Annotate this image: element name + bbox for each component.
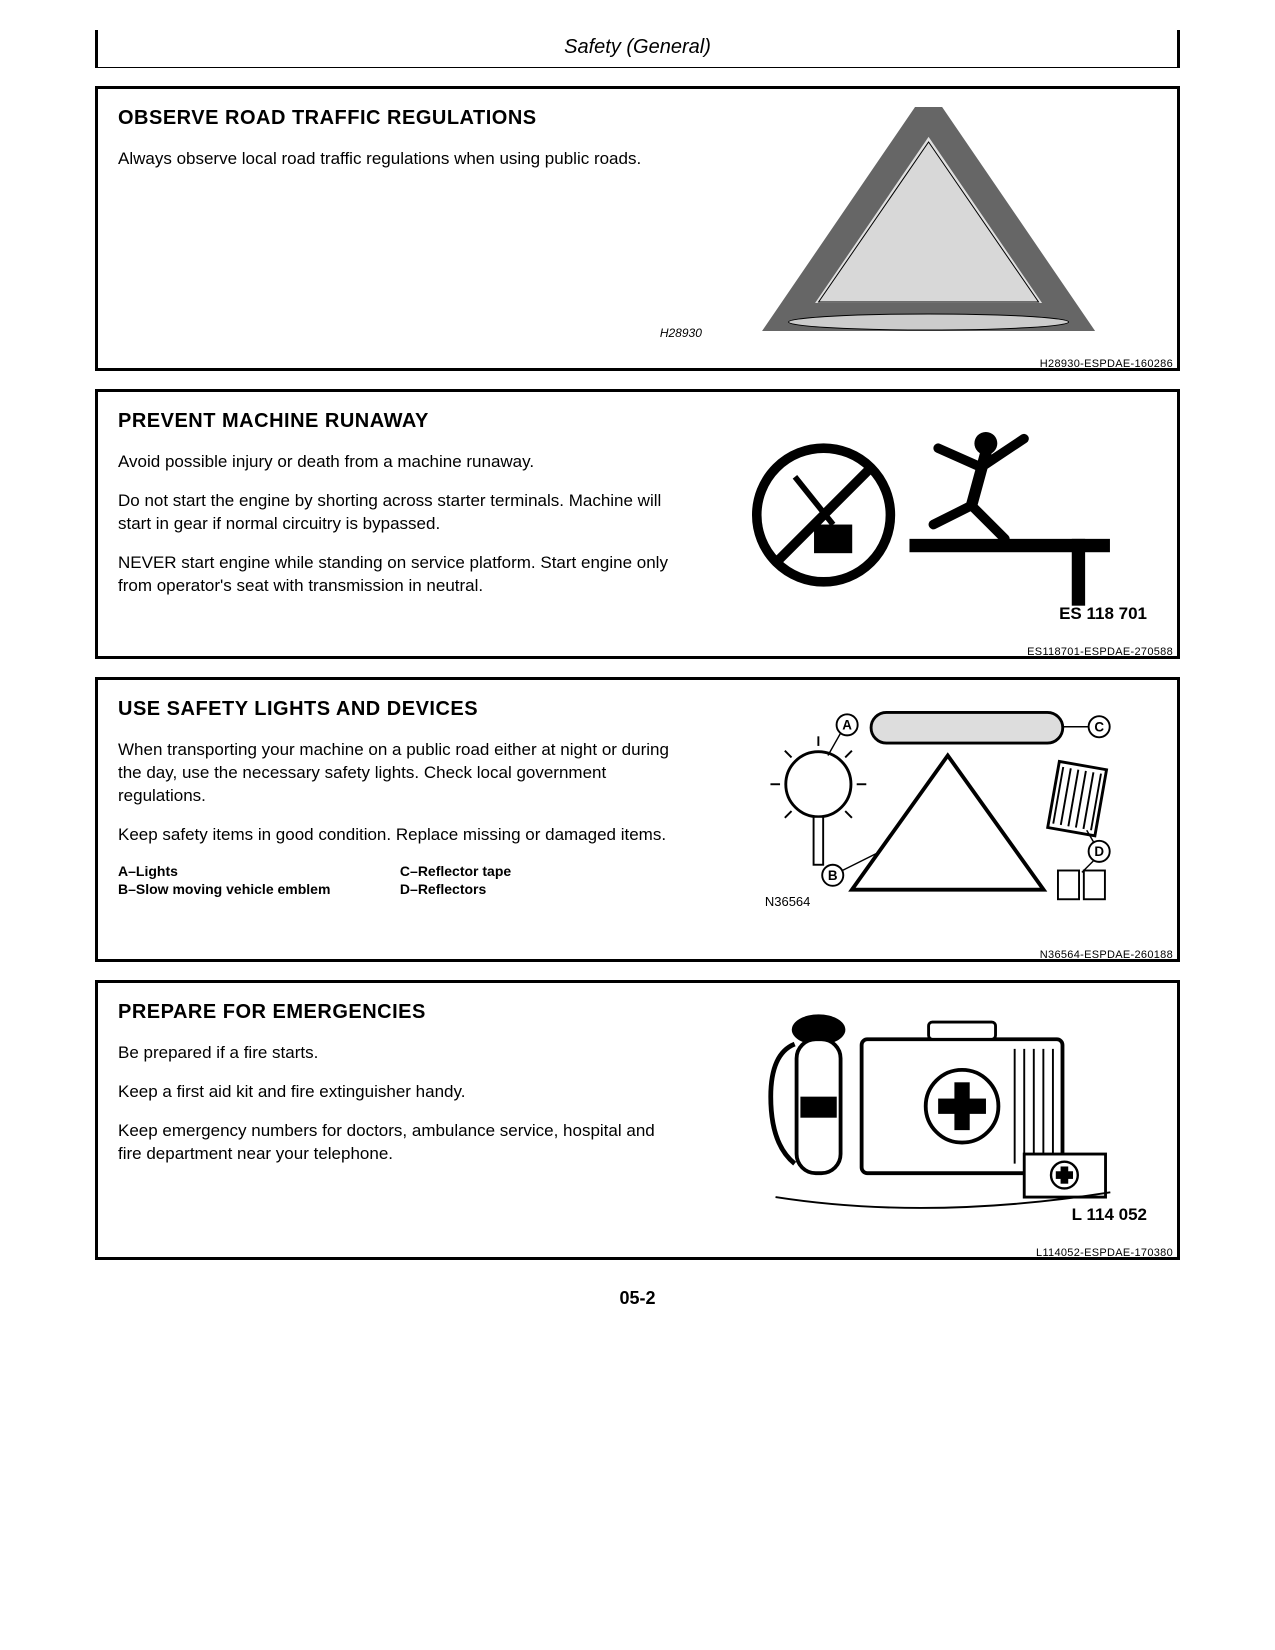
legend-item-d: D–Reflectors: [400, 881, 682, 897]
section-para: Be prepared if a fire starts.: [118, 1042, 682, 1065]
section-title: PREVENT MACHINE RUNAWAY: [118, 410, 682, 433]
callout-a: A: [842, 718, 852, 733]
section-para: Keep safety items in good condition. Rep…: [118, 824, 682, 847]
image-ref-code: N36564-ESPDAE-260188: [1040, 949, 1173, 961]
header-title: Safety (General): [564, 36, 711, 58]
legend-item-b: B–Slow moving vehicle emblem: [118, 881, 400, 897]
page-header: Safety (General): [95, 30, 1180, 68]
section-text: PREPARE FOR EMERGENCIES Be prepared if a…: [118, 1001, 700, 1247]
image-label: L 114 052: [1072, 1205, 1147, 1225]
section-image: A B C D N36564: [700, 698, 1157, 949]
image-ref-code: ES118701-ESPDAE-270588: [1027, 646, 1173, 658]
section-text: OBSERVE ROAD TRAFFIC REGULATIONS Always …: [118, 107, 700, 358]
section-safety-lights: USE SAFETY LIGHTS AND DEVICES When trans…: [95, 677, 1180, 962]
section-para: Avoid possible injury or death from a ma…: [118, 451, 682, 474]
section-para: Keep emergency numbers for doctors, ambu…: [118, 1120, 682, 1166]
page-number: 05-2: [95, 1288, 1180, 1309]
callout-b: B: [828, 868, 838, 883]
legend: A–Lights B–Slow moving vehicle emblem C–…: [118, 863, 682, 899]
section-image: ES 118 701: [700, 410, 1157, 646]
section-title: USE SAFETY LIGHTS AND DEVICES: [118, 698, 682, 721]
section-image: L 114 052: [700, 1001, 1157, 1247]
section-image: H28930: [700, 107, 1157, 358]
image-inline-code: N36564: [765, 894, 811, 909]
section-emergencies: PREPARE FOR EMERGENCIES Be prepared if a…: [95, 980, 1180, 1260]
section-para: Keep a first aid kit and fire extinguish…: [118, 1081, 682, 1104]
section-para: When transporting your machine on a publ…: [118, 739, 682, 808]
callout-c: C: [1094, 720, 1104, 735]
legend-item-a: A–Lights: [118, 863, 400, 879]
section-para: Do not start the engine by shorting acro…: [118, 490, 682, 536]
legend-item-c: C–Reflector tape: [400, 863, 682, 879]
section-title: PREPARE FOR EMERGENCIES: [118, 1001, 682, 1024]
callout-d: D: [1094, 844, 1104, 859]
smv-triangle-icon: [700, 107, 1157, 337]
section-para: Always observe local road traffic regula…: [118, 148, 682, 171]
section-road-traffic: OBSERVE ROAD TRAFFIC REGULATIONS Always …: [95, 86, 1180, 371]
section-text: PREVENT MACHINE RUNAWAY Avoid possible i…: [118, 410, 700, 646]
section-prevent-runaway: PREVENT MACHINE RUNAWAY Avoid possible i…: [95, 389, 1180, 659]
image-ref-code: H28930-ESPDAE-160286: [1040, 358, 1173, 370]
emergency-kit-icon: [700, 1001, 1157, 1221]
section-title: OBSERVE ROAD TRAFFIC REGULATIONS: [118, 107, 682, 130]
section-text: USE SAFETY LIGHTS AND DEVICES When trans…: [118, 698, 700, 949]
image-inline-code: H28930: [660, 326, 702, 340]
runaway-warning-icon: [700, 410, 1157, 620]
image-label: ES 118 701: [1059, 604, 1147, 624]
section-para: NEVER start engine while standing on ser…: [118, 552, 682, 598]
image-ref-code: L114052-ESPDAE-170380: [1036, 1247, 1173, 1259]
